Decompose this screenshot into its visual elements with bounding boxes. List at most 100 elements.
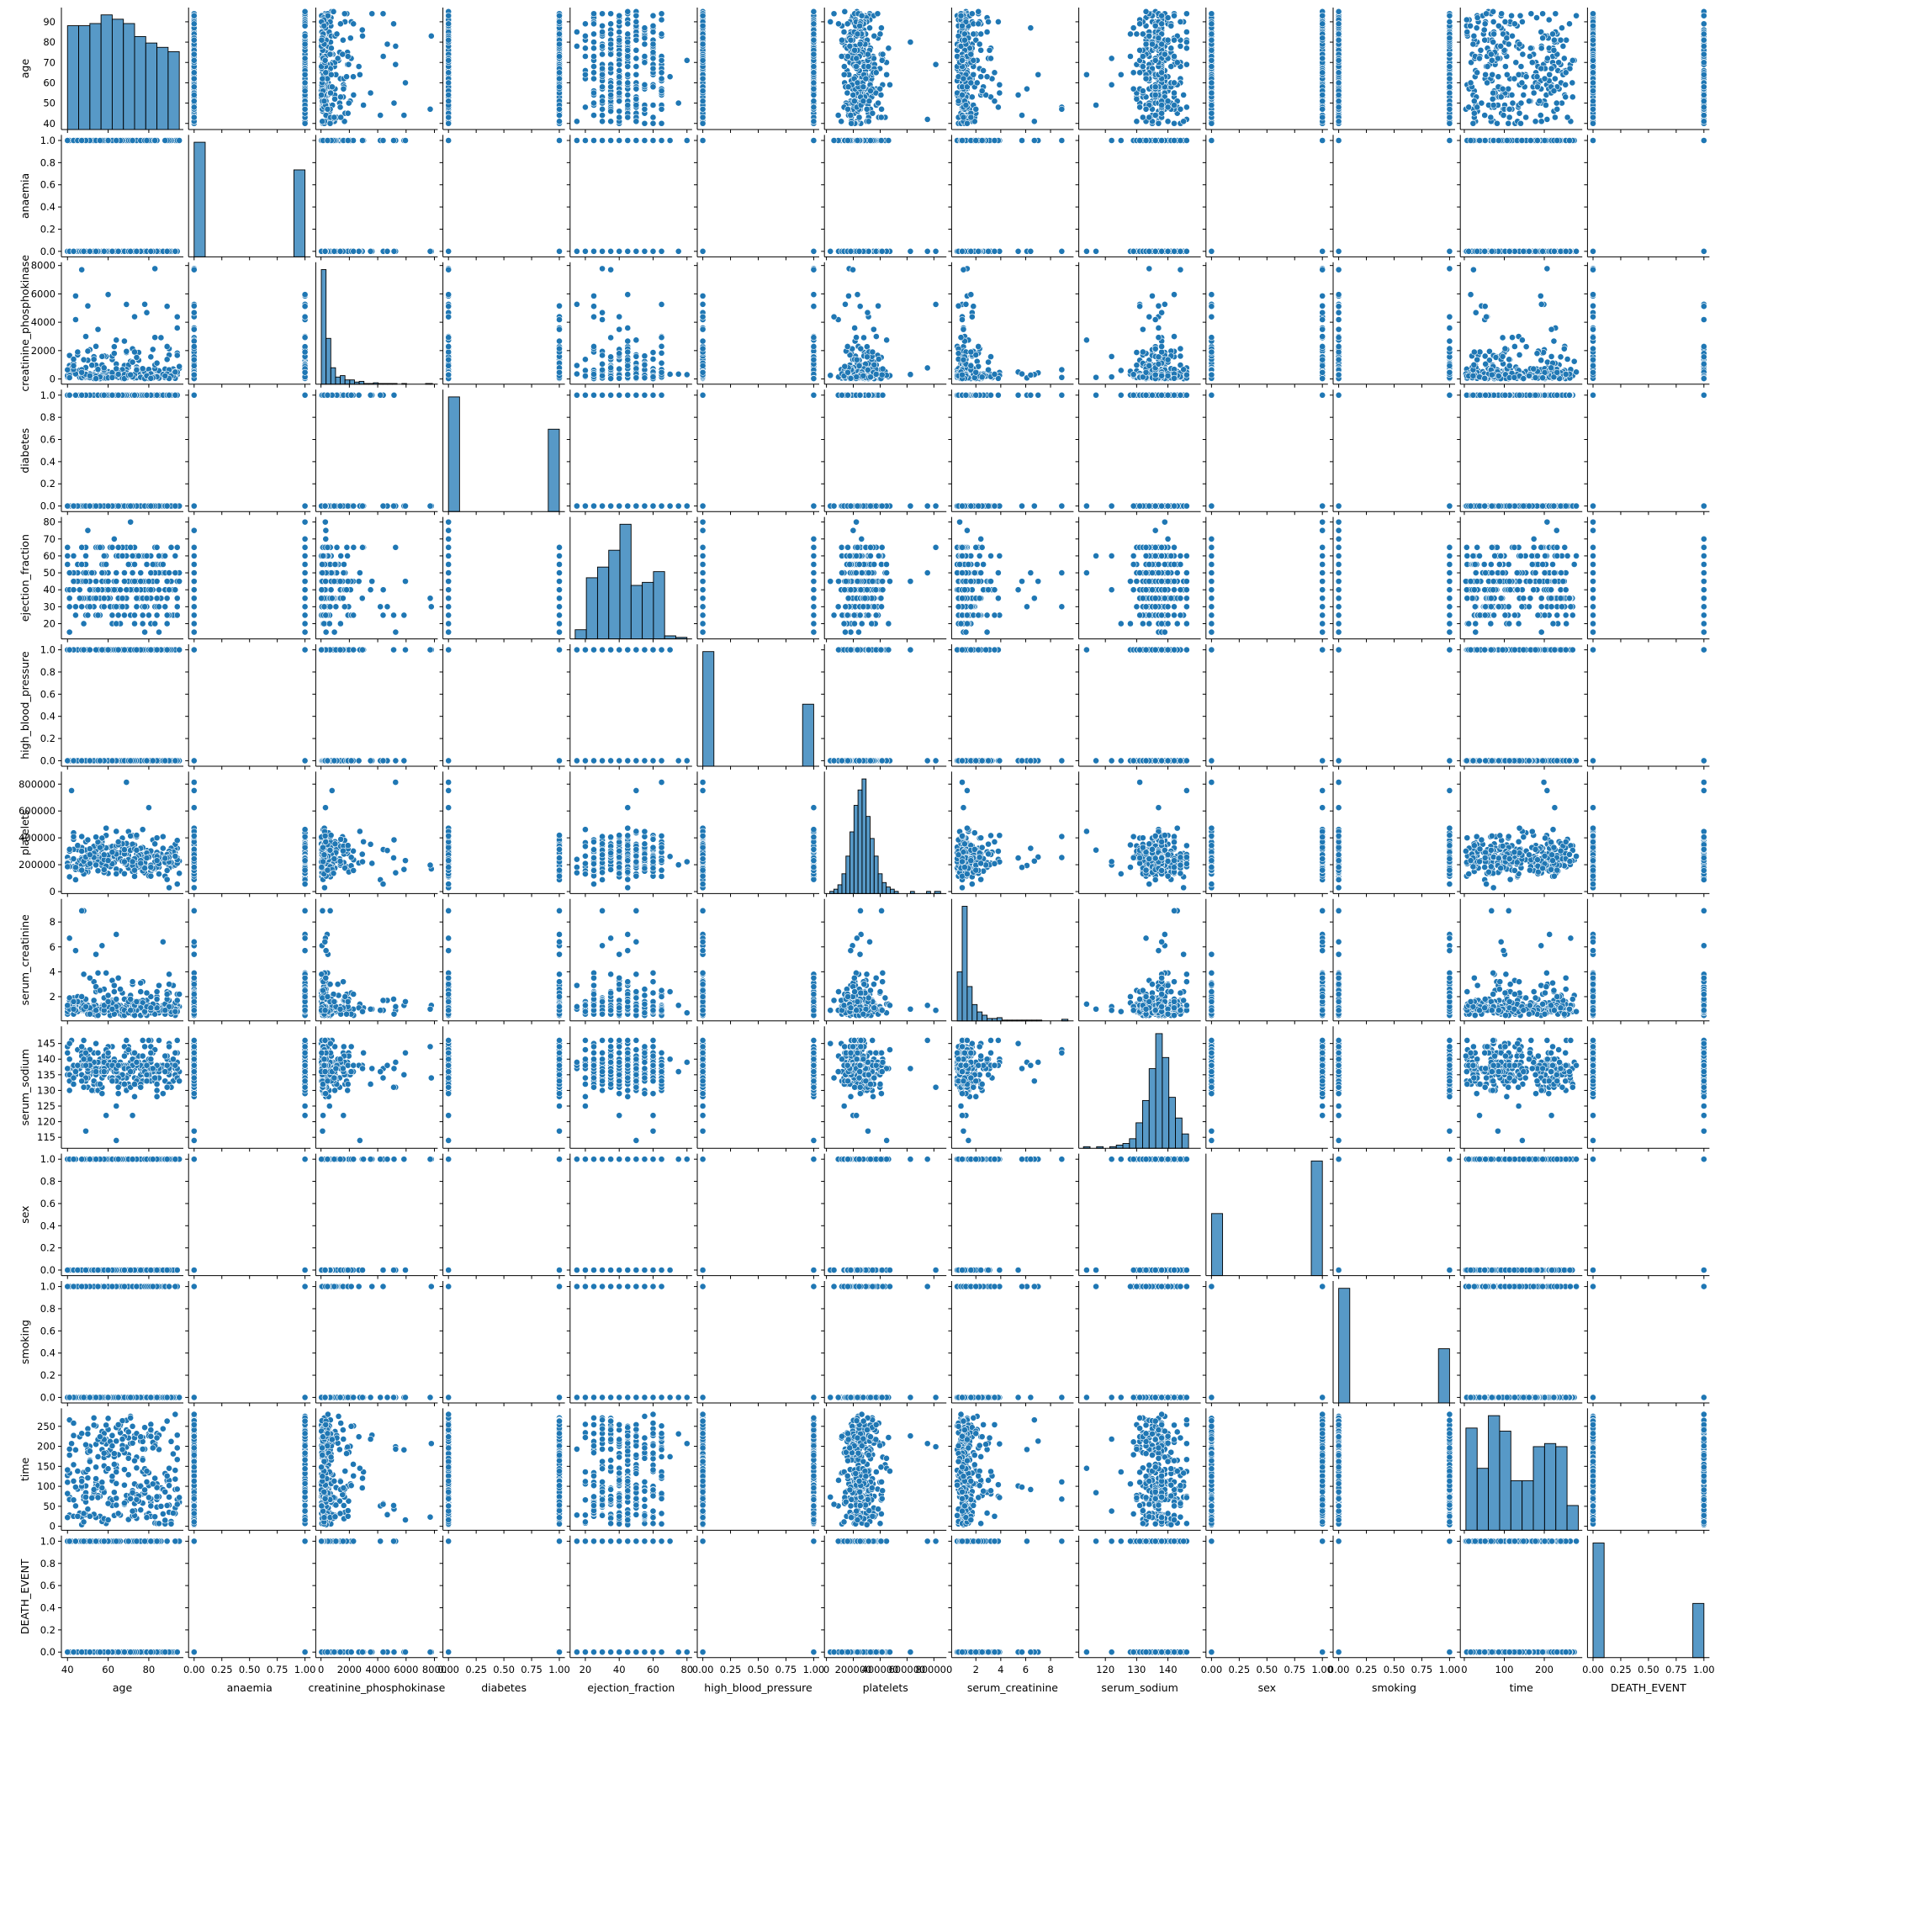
scatter-point (357, 71, 363, 77)
scatter-point (556, 19, 562, 24)
scatter-point (659, 11, 664, 17)
scatter-point (191, 57, 197, 63)
scatter-point (321, 23, 327, 29)
scatter-point (574, 29, 580, 34)
scatter-point (625, 31, 631, 37)
scatter-point (356, 63, 362, 69)
scatter-point (329, 84, 335, 90)
scatter-point (334, 31, 340, 37)
scatter-point (574, 119, 580, 124)
scatter-point (347, 35, 353, 41)
hist-bar (124, 24, 135, 130)
scatter-point (556, 119, 562, 124)
scatter-point (302, 71, 308, 77)
scatter-point (391, 100, 397, 106)
hist-bar (67, 26, 78, 130)
scatter-point (345, 53, 351, 59)
scatter-point (446, 21, 452, 27)
scatter-point (338, 114, 344, 120)
scatter-point (345, 110, 351, 116)
scatter-point (380, 11, 386, 17)
scatter-point (319, 92, 325, 98)
scatter-point (302, 87, 308, 93)
scatter-point (650, 102, 656, 108)
scatter-point (335, 56, 341, 61)
scatter-point (327, 90, 333, 96)
scatter-point (446, 92, 452, 98)
scatter-point (608, 11, 614, 17)
scatter-point (322, 57, 328, 63)
scatter-point (402, 80, 408, 86)
scatter-point (191, 13, 197, 19)
scatter-point (191, 21, 197, 27)
scatter-point (302, 8, 308, 14)
hist-bar (101, 15, 112, 130)
scatter-point (191, 84, 197, 90)
scatter-point (684, 57, 690, 63)
scatter-point (341, 86, 347, 92)
scatter-point (331, 8, 336, 14)
scatter-point (350, 74, 356, 80)
scatter-point (328, 71, 334, 77)
scatter-point (325, 106, 331, 112)
scatter-point (340, 37, 346, 43)
hist-bar (135, 36, 146, 130)
scatter-point (380, 53, 386, 59)
hist-bar (157, 47, 168, 130)
scatter-point (337, 104, 343, 110)
scatter-point (323, 70, 329, 76)
scatter-point (582, 53, 588, 59)
scatter-point (191, 76, 197, 82)
scatter-point (302, 120, 308, 126)
scatter-point (302, 80, 308, 86)
scatter-point (320, 119, 326, 124)
scatter-point (384, 41, 390, 47)
scatter-point (556, 53, 562, 59)
hist-bar (90, 24, 101, 130)
scatter-point (446, 70, 452, 76)
scatter-point (325, 13, 331, 19)
scatter-point (319, 37, 325, 43)
scatter-point (446, 98, 452, 104)
hist-bar (146, 43, 156, 130)
scatter-point (191, 92, 197, 98)
scatter-point (302, 41, 308, 47)
scatter-point (327, 51, 333, 57)
scatter-point (556, 41, 562, 47)
scatter-point (302, 56, 308, 61)
scatter-point (346, 61, 352, 67)
scatter-point (337, 21, 343, 27)
scatter-point (556, 76, 562, 82)
scatter-point (393, 43, 399, 49)
scatter-point (378, 112, 384, 118)
scatter-point (428, 33, 434, 39)
scatter-point (427, 106, 433, 112)
scatter-point (320, 76, 326, 82)
scatter-point (331, 96, 337, 102)
scatter-point (556, 13, 562, 19)
scatter-point (446, 57, 452, 63)
scatter-point (343, 74, 349, 80)
scatter-point (191, 37, 197, 43)
scatter-point (327, 120, 333, 126)
scatter-point (556, 31, 562, 37)
hist-bar (79, 26, 90, 130)
scatter-point (393, 61, 399, 67)
scatter-point (368, 90, 373, 96)
hist-bar (168, 51, 179, 130)
scatter-point (446, 114, 452, 120)
scatter-point (191, 98, 197, 104)
scatter-point (331, 114, 337, 120)
scatter-point (191, 51, 197, 57)
scatter-point (302, 33, 308, 39)
scatter-point (650, 66, 656, 71)
scatter-point (191, 104, 197, 110)
scatter-point (556, 70, 562, 76)
scatter-point (191, 70, 197, 76)
scatter-point (359, 27, 365, 33)
hist-bar (112, 19, 123, 130)
scatter-point (341, 11, 347, 17)
scatter-point (556, 106, 562, 112)
scatter-point (337, 94, 343, 100)
